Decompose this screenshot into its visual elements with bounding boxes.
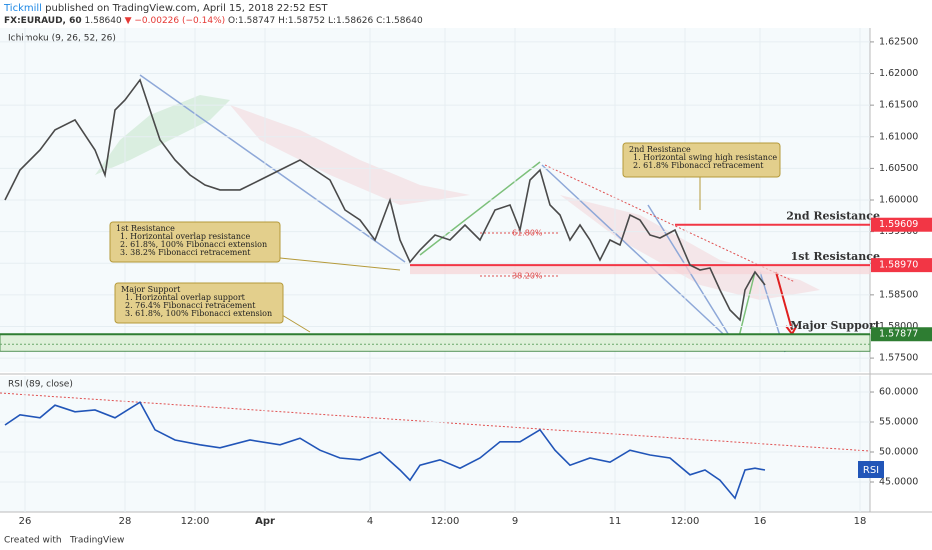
rsi-label: RSI — [863, 465, 879, 476]
note-text: 1. Horizontal overlap support — [125, 293, 246, 302]
y-tick-label: 50.0000 — [879, 447, 918, 458]
change: ▼ −0.00226 (−0.14%) — [125, 16, 226, 26]
note-pointer — [281, 314, 311, 333]
note-text: 3. 38.2% Fibonacci retracement — [120, 248, 251, 257]
x-tick-label: 11 — [609, 516, 622, 527]
x-tick-label: Apr — [255, 516, 275, 527]
note-box — [114, 282, 284, 324]
y-tick-label: 1.60500 — [879, 163, 918, 174]
x-tick-label: 16 — [754, 516, 767, 527]
price-line — [4, 78, 766, 322]
note-text: 2. 61.8% Fibonacci retracement — [633, 161, 764, 170]
y-tick-label: 1.60000 — [879, 195, 918, 206]
ohlc-label: L: — [328, 16, 336, 26]
note-box — [622, 142, 781, 178]
level-name: 1st Resistance — [791, 250, 880, 263]
footer-brand: TradingView — [69, 536, 124, 546]
ohlc-value: 1.58747 — [238, 16, 275, 26]
trend-arrow — [736, 271, 756, 346]
header-line: Tickmill published on TradingView.com, A… — [3, 3, 328, 14]
rsi-line — [4, 401, 766, 500]
y-tick-label: 1.61500 — [879, 100, 918, 111]
y-tick-label: 1.58500 — [879, 289, 918, 300]
level-price: 1.58970 — [879, 260, 918, 271]
ohlc-value: 1.58752 — [288, 16, 325, 26]
note-text: 2. 61.8%, 100% Fibonacci extension — [120, 240, 267, 249]
indicator-title: Ichimoku (9, 26, 52, 26) — [8, 34, 116, 44]
level-price-box — [871, 217, 932, 232]
rsi-label-box — [858, 461, 884, 479]
x-tick-label: 18 — [854, 516, 867, 527]
level-name: Major Support — [790, 319, 881, 332]
note-pointer — [279, 257, 401, 271]
y-tick-label: 1.62500 — [879, 36, 918, 47]
trend-arrow — [647, 204, 736, 346]
x-tick-label: 12:00 — [431, 516, 460, 527]
level-price: 1.59609 — [879, 219, 918, 230]
symbol: FX:EURAUD, 60 — [4, 16, 82, 26]
footer-created: Created with — [4, 536, 62, 546]
note-text: 1st Resistance — [116, 224, 175, 233]
y-tick-label: 55.0000 — [879, 417, 918, 428]
level-price-box — [871, 327, 932, 342]
note-text: 2. 76.4% Fibonacci retracement — [125, 301, 256, 310]
ichimoku-cloud — [230, 105, 470, 205]
y-tick-label: 1.61000 — [879, 131, 918, 142]
support-zone — [0, 333, 871, 352]
x-tick-label: 9 — [512, 516, 518, 527]
x-tick-label: 26 — [19, 516, 32, 527]
note-box — [109, 221, 281, 263]
level-price: 1.57877 — [879, 329, 918, 340]
resistance-zone — [410, 265, 870, 275]
note-text: 2nd Resistance — [629, 145, 691, 154]
rsi-pane — [0, 376, 870, 512]
x-tick-label: 28 — [119, 516, 132, 527]
y-tick-label: 60.0000 — [879, 387, 918, 398]
ohlc-value: 1.58626 — [336, 16, 373, 26]
trend-arrow — [419, 161, 541, 256]
fib-label: 38.20% — [512, 272, 543, 281]
note-text: 3. 61.8%, 100% Fibonacci extension — [125, 309, 272, 318]
note-text: 1. Horizontal overlap resistance — [120, 232, 250, 241]
y-tick-label: 1.62000 — [879, 68, 918, 79]
symbol-line: FX:EURAUD, 60 1.58640 ▼ −0.00226 (−0.14%… — [4, 16, 423, 26]
y-tick-label: 1.58000 — [879, 321, 918, 332]
ohlc-label: H: — [278, 16, 288, 26]
level-price-box — [871, 258, 932, 273]
published: published on TradingView.com, April 15, … — [45, 3, 328, 14]
level-name: 2nd Resistance — [786, 210, 880, 223]
last: 1.58640 — [85, 16, 122, 26]
forecast-arrow — [775, 271, 793, 331]
x-tick-label: 4 — [367, 516, 373, 527]
fib-label: 61.80% — [512, 229, 543, 238]
y-tick-label: 45.0000 — [879, 477, 918, 488]
note-text: Major Support — [121, 285, 181, 294]
ohlc-label: O: — [228, 16, 238, 26]
x-tick-label: 12:00 — [671, 516, 700, 527]
x-tick-label: 12:00 — [181, 516, 210, 527]
publisher: Tickmill — [3, 3, 42, 14]
indicator-title: RSI (89, close) — [8, 380, 73, 390]
trend-arrow — [541, 164, 736, 346]
rsi-trendline — [0, 392, 871, 452]
y-tick-label: 1.57500 — [879, 353, 918, 364]
ohlc-value: 1.58640 — [385, 16, 422, 26]
ohlc-label: C: — [376, 16, 385, 26]
note-text: 1. Horizontal swing high resistance — [633, 153, 777, 162]
